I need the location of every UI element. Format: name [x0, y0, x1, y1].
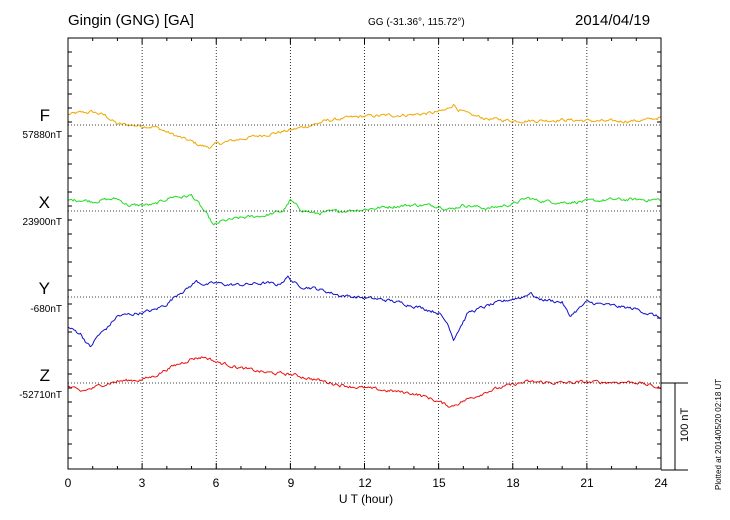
x-tick-label: 18 [506, 476, 520, 490]
series-label-f: F [39, 106, 50, 125]
x-tick-label: 21 [580, 476, 594, 490]
series-baseline-x: 23900nT [22, 217, 62, 228]
x-tick-label: 12 [358, 476, 372, 490]
grid-lines [141, 38, 588, 469]
x-tick-label: 3 [138, 476, 146, 490]
plot-frame [67, 37, 662, 470]
series-baseline-f: 57880nT [22, 130, 62, 141]
x-tick-label: 0 [64, 476, 72, 490]
scale-bar-label: 100 nT [679, 407, 691, 442]
chart-date: 2014/04/19 [575, 12, 651, 29]
series-line-y [67, 275, 662, 348]
axis-ticks [67, 38, 662, 469]
series-line-z [67, 356, 662, 408]
x-axis-label: U T (hour) [338, 492, 394, 506]
series-line-x [67, 193, 662, 226]
x-tick-label: 6 [212, 476, 220, 490]
x-tick-label: 15 [432, 476, 446, 490]
station-name: Gingin (GNG) [GA] [68, 12, 194, 29]
series-baseline-z: -52710nT [19, 390, 62, 401]
series-layer [67, 103, 662, 408]
x-tick-label: 9 [287, 476, 295, 490]
series-line-f [67, 103, 662, 149]
scale-bar [661, 382, 688, 471]
x-tick-label: 24 [654, 476, 668, 490]
plotted-timestamp: Plotted at 2014/05/20 02:18 UT [714, 378, 723, 490]
series-label-z: Z [39, 366, 50, 385]
series-baseline-y: -680nT [30, 304, 62, 315]
series-label-y: Y [38, 279, 50, 298]
station-coordinates: GG (-31.36°, 115.72°) [368, 17, 465, 28]
series-label-x: X [38, 193, 50, 212]
